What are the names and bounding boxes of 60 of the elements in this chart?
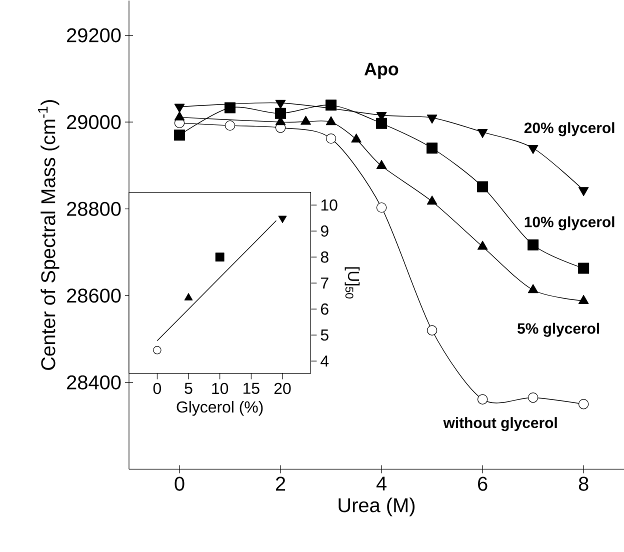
point [278,216,287,224]
point [426,325,438,336]
point [224,120,236,131]
x-tick-label: 10 [212,382,228,394]
x-tick-label: 4 [376,476,387,490]
point [300,116,311,125]
x-tick-label: 0 [153,382,161,394]
y-tick-label: 4 [320,356,329,367]
point [326,133,336,144]
x-tick-label: 0 [174,476,184,491]
point [153,346,162,354]
point [477,181,488,192]
point [184,293,193,300]
point [174,111,185,120]
series-label: without glycerol [443,417,557,432]
point [528,239,539,250]
point [578,399,589,410]
x-tick-label: 5 [184,382,192,394]
point [477,240,488,250]
y-tick-label: 29200 [67,28,121,42]
point [174,130,186,141]
x-tick-label: 6 [478,476,488,491]
point [376,118,388,129]
x-tick-label: 2 [276,476,286,491]
point [528,284,538,294]
y-axis-title: Center of Spectral Mass (cm$^{-1}$) [38,100,60,370]
y-tick-label: 9 [320,225,328,237]
point [326,100,337,111]
y-tick-label: 28600 [67,288,121,303]
point [351,134,362,143]
y-tick-label: 29000 [67,115,121,130]
x-axis-title: Urea (M) [338,498,415,516]
y-tick-label: 5 [320,330,328,341]
x-tick-label: 8 [578,476,588,491]
x-tick-label: 15 [244,382,260,394]
y-tick-label: 7 [321,278,328,289]
x-axis-title: Glycerol (%) [176,400,263,416]
y-tick-label: 6 [321,303,328,315]
y-tick-label: 10 [321,199,338,211]
series-label: 5% glycerol [518,322,600,337]
point [275,108,286,119]
y-tick-label: 28400 [67,375,121,390]
point [477,394,488,404]
point [224,102,236,114]
point [528,392,538,403]
point [376,160,387,170]
series-label: 10% glycerol [524,216,614,230]
point [376,202,387,213]
y-axis-title: [U]$_{50}$ [344,267,360,298]
point [326,116,336,126]
x-tick-label: 20 [274,382,291,394]
point [426,142,438,154]
point [215,252,224,262]
y-tick-label: 28800 [67,202,121,216]
point [578,294,589,304]
point [426,196,438,205]
text: Apo [364,62,398,79]
point [578,262,590,274]
y-tick-label: 8 [320,251,328,263]
series-label: 20% glycerol [524,122,614,136]
